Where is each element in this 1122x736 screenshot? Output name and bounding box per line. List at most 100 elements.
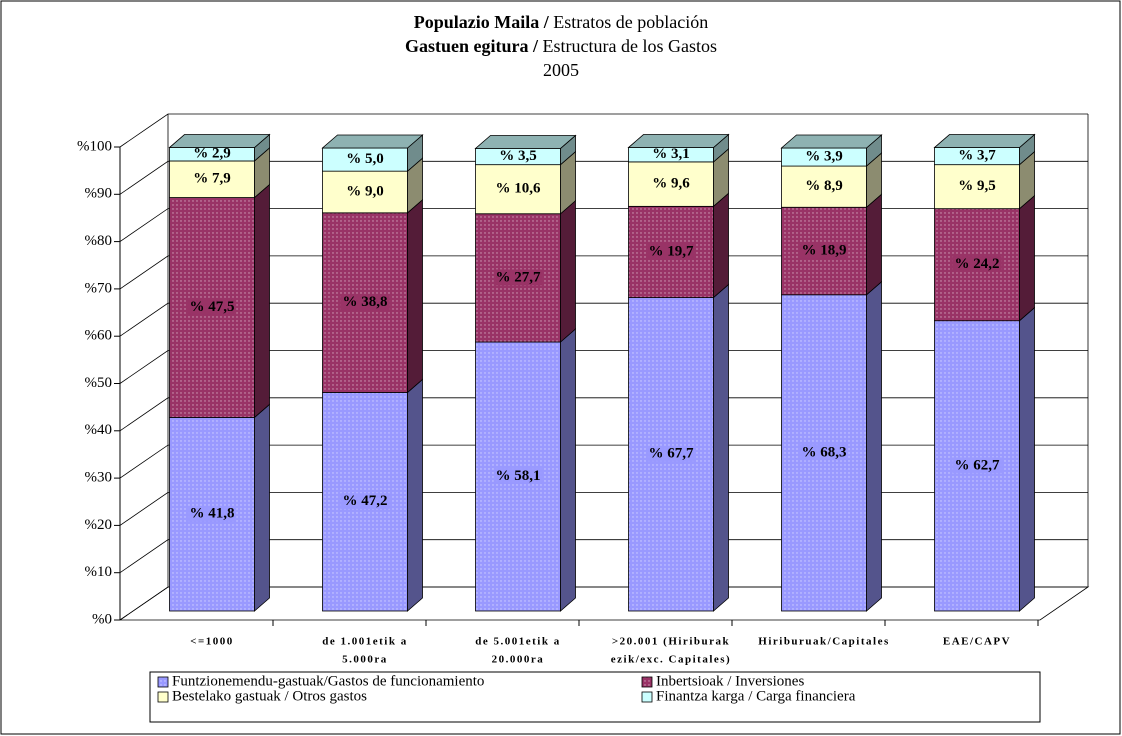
bar-top-shade [781,135,882,148]
value-label-bg [493,467,543,484]
y-tick-label: %20 [85,517,113,533]
bar-side-shade [713,134,729,162]
title-bold: Populazio Maila / [414,12,550,32]
title-text: 2005 [543,60,579,80]
bar-top [168,134,271,148]
bar-side-shade [254,404,270,611]
bar-segment [628,161,714,207]
bar-side-shade [407,199,423,393]
value-label: % 9,5 [958,178,996,194]
bar-side-shade [254,184,270,418]
y-tick-label: %0 [92,611,112,627]
bar-top [627,134,730,148]
legend-swatch [641,676,653,688]
bar-side-shade [560,328,576,611]
bar-side-shade [1019,307,1035,611]
value-label: % 27,7 [496,269,542,285]
bar-side-shade [866,281,882,611]
y-tick-label: %90 [85,186,113,202]
bar-side-shade [866,153,882,208]
y-tick-label: %80 [85,233,113,249]
value-label: % 19,7 [649,243,695,259]
y-tick-label: %50 [85,375,113,391]
value-label: % 58,1 [496,468,541,484]
value-label: % 9,0 [346,183,384,199]
legend-label: Bestelako gastuak / Otros gastos [172,688,367,704]
bar-top [780,134,883,149]
bar-side-shade [407,379,423,611]
x-tick-label: Hiriburuak/Capitales [758,636,889,648]
legend-swatch [157,691,169,703]
value-label: % 62,7 [955,457,1001,473]
value-label-bg [646,243,696,260]
y-tick-label: %30 [85,470,113,486]
legend-label: Inbertsioak / Inversiones [656,673,804,689]
value-label-bg [340,294,390,311]
legend-label: Funtzionemendu-gastuak/Gastos de funcion… [172,673,484,689]
bar-side-shade [254,147,270,198]
bar-side-shade [866,135,882,167]
bar-side-shade [560,151,576,214]
bar-side-shade [713,148,729,207]
bar-top [321,134,424,149]
x-tick-label: de 1.001etik a [322,636,407,648]
y-tick-label: %70 [85,280,113,296]
x-tick-label: 20.000ra [492,654,545,666]
value-label: % 2,9 [193,146,231,162]
y-tick-label: %10 [85,564,113,580]
bar-side-shade [560,200,576,342]
x-tick-label: de 5.001etik a [475,636,560,648]
legend-box [149,671,1041,723]
bar-side-shade [1019,151,1035,209]
value-label-bg [952,256,1002,273]
value-label: % 7,9 [193,171,231,187]
value-label-bg [187,505,237,522]
bar-top-shade [169,134,270,148]
bar-top-shade [322,135,423,148]
bar-side-shade [866,194,882,295]
value-label: % 67,7 [649,446,695,462]
legend-swatch [641,691,653,703]
title-text: Estructura de los Gastos [543,36,717,56]
bar-side-shade [713,193,729,298]
bar-top-shade [628,134,729,148]
value-label: % 47,2 [343,493,388,509]
value-label-bg [799,444,849,461]
value-label: % 68,3 [802,444,847,460]
value-label: % 9,6 [652,176,690,192]
value-label: % 41,8 [190,506,235,522]
value-label: % 3,5 [499,148,537,164]
title-bold: Gastuen egitura / [405,36,539,56]
y-tick-label: %40 [85,422,113,438]
x-tick-label: 5.000ra [342,654,388,666]
value-label-bg [187,298,237,315]
y-tick-label: %60 [85,328,113,344]
bar-side-shade [560,135,576,165]
bar-side-shade [1019,195,1035,321]
value-label: % 3,7 [958,148,996,164]
x-tick-label: ezik/exc. Capitales) [611,654,731,666]
bar-side-shade [1019,134,1035,165]
bar-side-shade [254,134,270,161]
bar-side-shade [407,135,423,172]
chart-title: 2005 [543,60,579,80]
value-label: % 24,2 [955,256,1000,272]
bar-top-shade [934,134,1035,148]
value-label: % 10,6 [496,181,542,197]
chart-title: Populazio Maila / Estratos de población [414,12,708,32]
value-label: % 3,1 [652,146,690,162]
bar-segment [934,164,1020,210]
value-label: % 18,9 [802,242,847,258]
value-label-bg [952,457,1002,474]
x-tick-label: EAE/CAPV [943,636,1011,648]
legend-swatch [157,676,169,688]
bar-top [933,134,1036,148]
bar-side-shade [713,284,729,611]
bar-segment [475,164,561,215]
bar-segment [781,165,867,208]
value-label: % 38,8 [343,294,388,310]
title-text: Estratos de población [553,12,708,32]
value-label-bg [646,445,696,462]
value-label: % 3,9 [805,148,843,164]
